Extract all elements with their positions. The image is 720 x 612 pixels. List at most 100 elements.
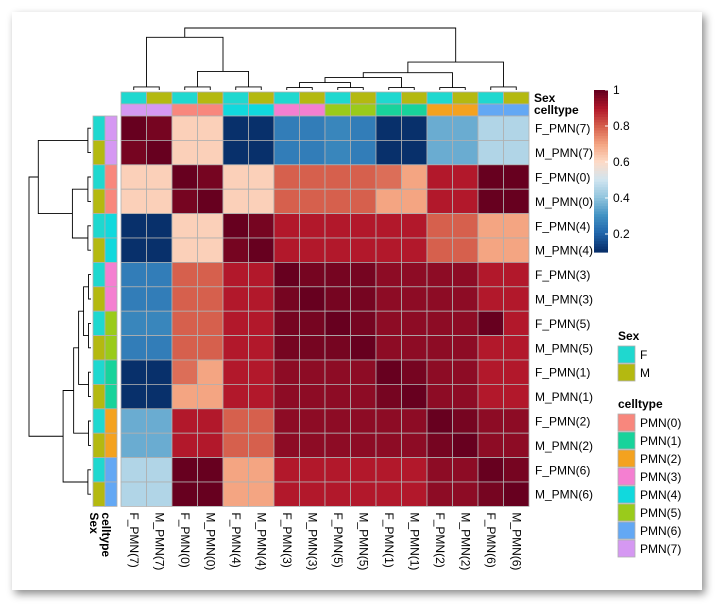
col-sex-annotation xyxy=(248,91,275,105)
colorbar-segment xyxy=(594,90,608,94)
heatmap-cell xyxy=(324,261,351,288)
heatmap-cell xyxy=(401,359,428,385)
heatmap-cell xyxy=(350,383,377,410)
heatmap-cell xyxy=(452,383,479,410)
heatmap-cell xyxy=(503,481,530,507)
heatmap-cell xyxy=(248,457,275,483)
colorbar-segment xyxy=(594,95,608,99)
heatmap-cell xyxy=(477,408,504,434)
heatmap-cell xyxy=(477,310,504,337)
column-label: M_PMN(4) xyxy=(254,512,268,570)
col-celltype-annotation xyxy=(350,103,377,117)
dendrogram-branch xyxy=(88,371,91,398)
heatmap-cell xyxy=(120,188,147,214)
heatmap-cell xyxy=(324,139,351,166)
row-label: M_PMN(5) xyxy=(535,341,593,355)
row-label: M_PMN(6) xyxy=(535,488,593,502)
heatmap-cell xyxy=(273,383,300,410)
column-label: F_PMN(7) xyxy=(127,512,141,567)
dendrogram-branch xyxy=(337,87,364,90)
heatmap-cell xyxy=(426,261,453,288)
heatmap-cell xyxy=(426,164,453,190)
heatmap-cell xyxy=(426,213,453,239)
heatmap-cell xyxy=(426,139,453,166)
heatmap-cell xyxy=(146,408,173,434)
column-label: M_PMN(0) xyxy=(203,512,217,570)
heatmap-cell xyxy=(171,213,198,239)
heatmap-cell xyxy=(350,481,377,507)
heatmap-cell xyxy=(426,359,453,385)
heatmap-cell xyxy=(375,432,402,459)
heatmap-cell xyxy=(146,335,173,361)
heatmap-cell xyxy=(171,115,198,141)
sex-legend-swatch xyxy=(617,345,636,364)
heatmap-cell xyxy=(222,237,249,263)
heatmap-cell xyxy=(375,188,402,214)
heatmap-cell xyxy=(197,408,224,434)
heatmap-cell xyxy=(452,213,479,239)
heatmap-cell xyxy=(248,286,275,312)
col-celltype-annotation xyxy=(503,103,530,117)
heatmap-cell xyxy=(426,457,453,483)
column-label: M_PMN(5) xyxy=(356,512,370,570)
heatmap-cell xyxy=(324,213,351,239)
heatmap-cell xyxy=(477,237,504,263)
heatmap-cell xyxy=(299,408,326,434)
heatmap-cell xyxy=(503,164,530,190)
heatmap-cell xyxy=(477,115,504,141)
colorbar-segment xyxy=(594,206,608,210)
row-sex-annotation xyxy=(92,383,106,410)
heatmap-cell xyxy=(299,213,326,239)
column-dendrogram xyxy=(133,27,517,90)
row-label: F_PMN(0) xyxy=(535,171,590,185)
heatmap-cell xyxy=(477,188,504,214)
heatmap-cell xyxy=(222,408,249,434)
heatmap-cell xyxy=(273,237,300,263)
heatmap-cell xyxy=(222,335,249,361)
heatmap-cell xyxy=(401,457,428,483)
heatmap-cell xyxy=(426,237,453,263)
row-celltype-annotation xyxy=(104,286,118,312)
col-celltype-annotation xyxy=(477,103,504,117)
heatmap-cell xyxy=(401,188,428,214)
heatmap-cell xyxy=(120,432,147,459)
heatmap-cell xyxy=(426,310,453,337)
row-celltype-annotation xyxy=(104,261,118,288)
heatmap-cell xyxy=(120,164,147,190)
heatmap-cell xyxy=(120,139,147,166)
heatmap-cell xyxy=(222,188,249,214)
heatmap-cell xyxy=(452,310,479,337)
heatmap-cells xyxy=(120,115,530,507)
sex-legend-title: Sex xyxy=(618,329,640,343)
column-annotations xyxy=(120,91,530,117)
heatmap-cell xyxy=(452,139,479,166)
dendrogram-branch xyxy=(71,188,88,239)
dendrogram-branch xyxy=(146,36,224,87)
colorbar-tick-label: 1 xyxy=(613,83,620,97)
heatmap-cell xyxy=(324,457,351,483)
colorbar-tick-label: 0.4 xyxy=(613,191,630,205)
heatmap-cell xyxy=(452,164,479,190)
dendrogram-branch xyxy=(133,86,160,90)
col-celltype-annotation xyxy=(426,103,453,117)
heatmap-cell xyxy=(350,139,377,166)
heatmap-cell xyxy=(248,164,275,190)
heatmap-cell xyxy=(248,188,275,214)
row-sex-annotation xyxy=(92,310,106,337)
heatmap-cell xyxy=(273,310,300,337)
heatmap-cell xyxy=(197,139,224,166)
heatmap-cell xyxy=(299,261,326,288)
heatmap-cell xyxy=(146,359,173,385)
colorbar-segment xyxy=(594,152,608,156)
dendrogram-branch xyxy=(286,87,313,90)
heatmap-cell xyxy=(248,335,275,361)
row-sex-annotation xyxy=(92,164,106,190)
heatmap-cell xyxy=(222,139,249,166)
column-label: F_PMN(6) xyxy=(484,512,498,567)
dendrogram-branch xyxy=(407,61,504,87)
colorbar-segment xyxy=(594,195,608,199)
heatmap-cell xyxy=(503,188,530,214)
heatmap-cell xyxy=(375,286,402,312)
dendrogram-branch xyxy=(197,70,249,87)
heatmap-cell xyxy=(248,261,275,288)
